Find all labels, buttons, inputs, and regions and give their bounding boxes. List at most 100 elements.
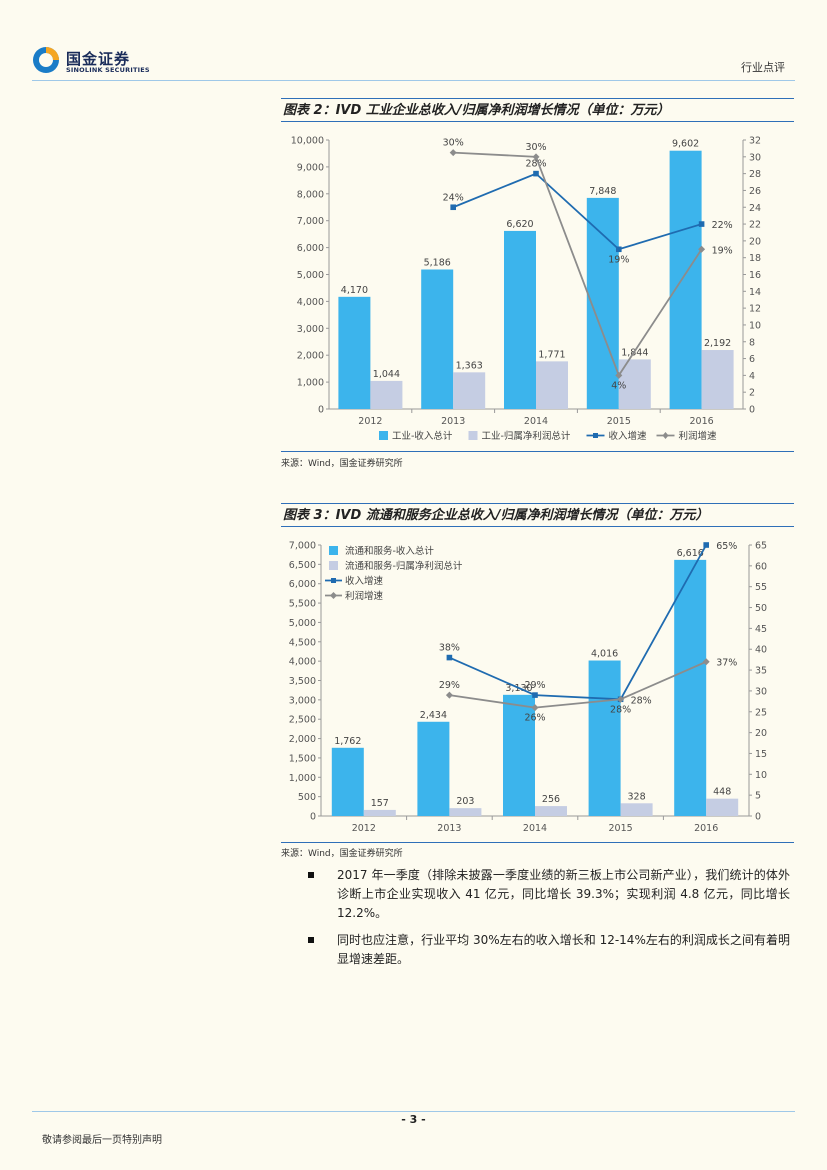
square-marker bbox=[446, 654, 453, 661]
series-line bbox=[449, 660, 707, 709]
left-tick-label: 0 bbox=[318, 405, 324, 416]
right-tick-label: 18 bbox=[749, 253, 761, 264]
bar-value-label: 256 bbox=[542, 794, 560, 805]
diamond-marker bbox=[532, 153, 540, 161]
bar bbox=[453, 372, 486, 409]
diamond-marker bbox=[698, 245, 706, 253]
right-tick-label: 45 bbox=[755, 624, 767, 635]
bar-value-label: 203 bbox=[456, 796, 474, 807]
figure-2-bottom-rule bbox=[281, 451, 794, 452]
footer-divider bbox=[32, 1111, 795, 1112]
bullet-square-icon bbox=[308, 872, 314, 878]
left-tick-label: 1,000 bbox=[297, 378, 324, 389]
bar-value-label: 5,186 bbox=[424, 257, 451, 268]
bar-value-label: 4,170 bbox=[341, 285, 368, 296]
bullet-square-icon bbox=[308, 937, 314, 943]
figure-3-chart: 0 500 1,000 1,500 2,000 2,500 3,000 3,500 4,000 4… bbox=[281, 529, 794, 842]
bar bbox=[370, 380, 403, 409]
category-label: 2014 bbox=[523, 823, 547, 834]
bar bbox=[701, 350, 734, 409]
figure-2-title: 图表 2：IVD 工业企业总收入/归属净利润增长情况（单位：万元） bbox=[281, 98, 794, 122]
bar bbox=[363, 809, 396, 816]
left-tick-label: 2,000 bbox=[297, 351, 324, 362]
bar-value-label: 1,363 bbox=[456, 360, 483, 371]
section-label: 行业点评 bbox=[741, 61, 785, 74]
header-divider bbox=[32, 80, 795, 81]
right-tick-label: 10 bbox=[749, 320, 761, 331]
page-number: - 3 - bbox=[401, 1113, 426, 1126]
left-tick-label: 9,000 bbox=[297, 162, 324, 173]
figure-2-source: 来源：Wind，国金证券研究所 bbox=[281, 459, 403, 469]
left-tick-label: 6,000 bbox=[289, 579, 316, 590]
left-tick-label: 3,500 bbox=[289, 676, 316, 687]
bar-value-label: 157 bbox=[371, 798, 389, 809]
legend-label: 收入增速 bbox=[609, 430, 648, 442]
bar-value-label: 6,616 bbox=[677, 548, 704, 559]
line-value-label: 37% bbox=[716, 658, 737, 669]
right-tick-label: 32 bbox=[749, 136, 761, 147]
right-tick-label: 0 bbox=[749, 405, 755, 416]
square-marker bbox=[703, 542, 709, 548]
line-value-label: 28% bbox=[631, 695, 652, 706]
legend-square-marker bbox=[331, 578, 336, 583]
right-tick-label: 10 bbox=[755, 770, 767, 781]
left-tick-label: 5,000 bbox=[297, 270, 324, 281]
bar-value-label: 4,016 bbox=[591, 649, 618, 660]
right-tick-label: 24 bbox=[749, 203, 761, 214]
line-value-label: 24% bbox=[443, 192, 464, 203]
bar bbox=[535, 806, 567, 816]
right-tick-label: 5 bbox=[755, 791, 761, 802]
category-label: 2012 bbox=[352, 823, 376, 834]
right-tick-label: 20 bbox=[749, 236, 761, 247]
line-value-label: 29% bbox=[524, 680, 545, 691]
bar bbox=[417, 721, 450, 816]
bar-value-label: 7,848 bbox=[589, 186, 616, 197]
category-label: 2013 bbox=[437, 823, 461, 834]
figure-3-bottom-rule bbox=[281, 842, 794, 843]
right-tick-label: 4 bbox=[749, 371, 755, 382]
legend-label: 利润增速 bbox=[345, 590, 384, 602]
legend-label: 收入增速 bbox=[345, 575, 384, 587]
legend-diamond-marker bbox=[330, 592, 337, 599]
left-tick-label: 1,500 bbox=[289, 753, 316, 764]
figure-2-chart: 0 1,000 2,000 3,000 4,000 5,000 6,000 7,000 8,00… bbox=[281, 124, 794, 450]
line-value-label: 19% bbox=[608, 254, 629, 265]
series-line bbox=[449, 544, 707, 701]
right-tick-label: 26 bbox=[749, 186, 761, 197]
bullet-item: 2017 年一季度（排除未披露一季度业绩的新三板上市公司新产业），我们统计的体外… bbox=[300, 866, 790, 923]
line-value-label: 28% bbox=[525, 159, 546, 170]
legend-label: 工业-归属净利润总计 bbox=[482, 430, 571, 442]
right-tick-label: 55 bbox=[755, 582, 767, 593]
category-label: 2016 bbox=[690, 416, 714, 427]
line-value-label: 29% bbox=[439, 680, 460, 691]
disclaimer-note: 敬请参阅最后一页特别声明 bbox=[42, 1135, 162, 1146]
line-value-label: 4% bbox=[611, 380, 626, 391]
bullet-list: 2017 年一季度（排除未披露一季度业绩的新三板上市公司新产业），我们统计的体外… bbox=[300, 866, 790, 977]
legend-label: 利润增速 bbox=[679, 430, 718, 442]
logo-chinese-name: 国金证券 bbox=[66, 50, 131, 68]
left-tick-label: 6,500 bbox=[289, 560, 316, 571]
category-label: 2014 bbox=[524, 416, 548, 427]
bar bbox=[338, 296, 371, 409]
bar-value-label: 448 bbox=[713, 787, 731, 798]
bar-value-label: 328 bbox=[628, 791, 646, 802]
bullet-item: 同时也应注意，行业平均 30%左右的收入增长和 12-14%左右的利润成长之间有… bbox=[300, 931, 790, 969]
legend-square-marker bbox=[593, 433, 598, 438]
bullet-text: 同时也应注意，行业平均 30%左右的收入增长和 12-14%左右的利润成长之间有… bbox=[337, 933, 790, 966]
right-tick-label: 16 bbox=[749, 270, 761, 281]
figure-3-title: 图表 3：IVD 流通和服务企业总收入/归属净利润增长情况（单位：万元） bbox=[281, 503, 794, 527]
bar bbox=[449, 808, 482, 816]
legend-swatch bbox=[329, 546, 338, 555]
line-value-label: 22% bbox=[712, 220, 733, 231]
category-label: 2012 bbox=[358, 416, 382, 427]
line-value-label: 28% bbox=[610, 704, 631, 715]
logo-english-name: SINOLINK SECURITIES bbox=[66, 66, 150, 74]
legend-swatch bbox=[468, 431, 478, 440]
legend-label: 工业-收入总计 bbox=[392, 430, 453, 442]
sinolink-logo-icon bbox=[33, 47, 59, 73]
right-tick-label: 50 bbox=[755, 603, 767, 614]
left-tick-label: 4,000 bbox=[297, 297, 324, 308]
category-label: 2013 bbox=[441, 416, 465, 427]
right-tick-label: 6 bbox=[749, 354, 755, 365]
left-tick-label: 4,000 bbox=[289, 657, 316, 668]
